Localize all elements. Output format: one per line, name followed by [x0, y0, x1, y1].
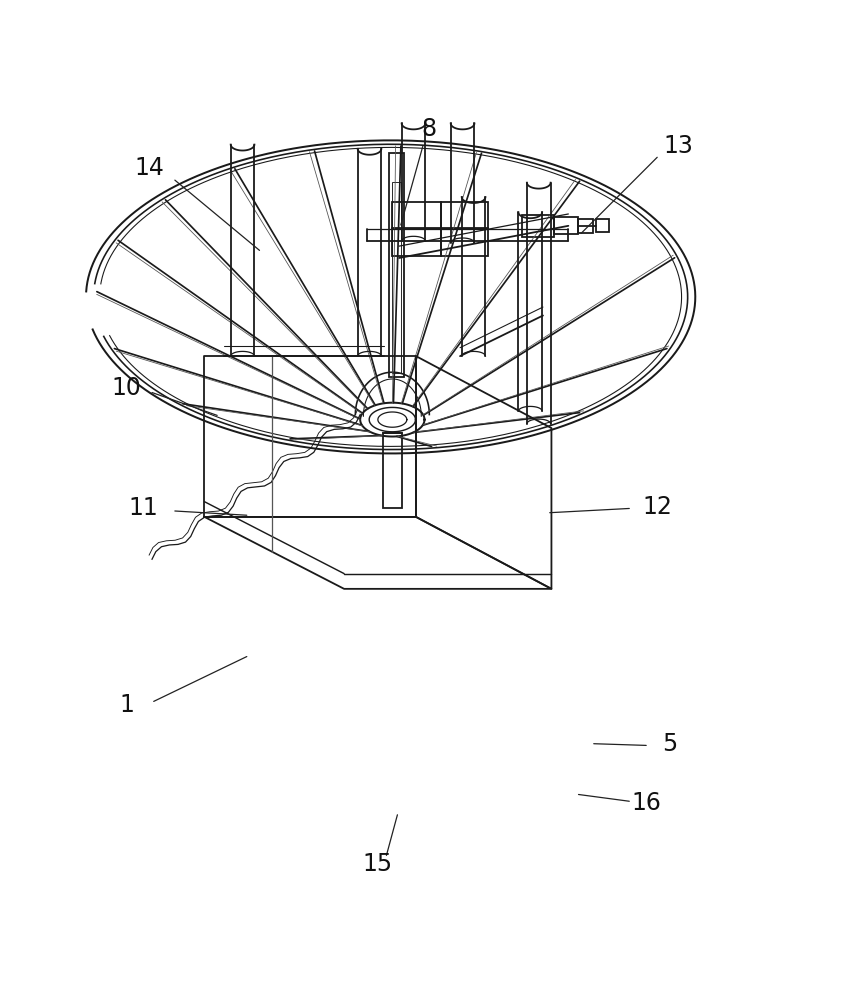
Text: 10: 10 [112, 376, 142, 400]
Bar [522, 215, 554, 237]
Text: 11: 11 [129, 496, 159, 520]
Bar [577, 219, 593, 233]
Bar [596, 219, 609, 232]
Text: 8: 8 [421, 117, 436, 141]
Bar [392, 182, 401, 373]
Text: 5: 5 [662, 732, 678, 756]
Bar [392, 202, 441, 229]
Bar [389, 153, 404, 377]
Text: 13: 13 [663, 134, 694, 158]
Bar [383, 433, 402, 508]
Text: 15: 15 [363, 852, 393, 876]
Text: 1: 1 [119, 693, 134, 717]
Text: 14: 14 [134, 156, 165, 180]
Bar [441, 228, 488, 256]
Bar [554, 217, 577, 234]
Text: 16: 16 [632, 791, 661, 815]
Bar [441, 202, 488, 229]
Bar [392, 228, 441, 256]
Text: 12: 12 [643, 495, 672, 519]
